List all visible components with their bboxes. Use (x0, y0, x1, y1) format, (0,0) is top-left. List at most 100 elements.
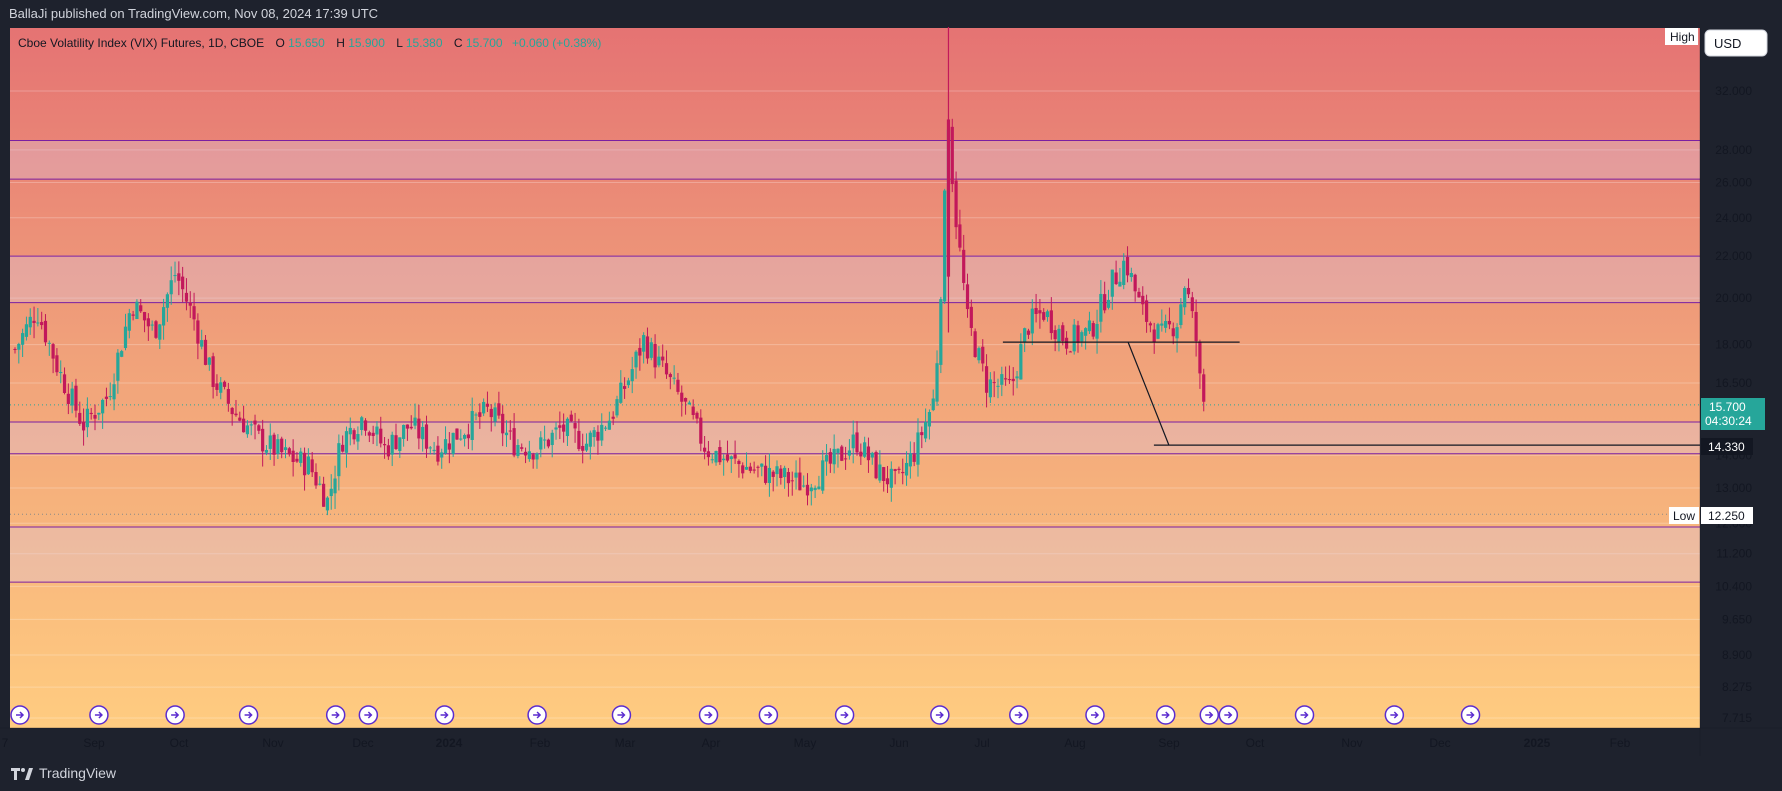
tradingview-logo-icon (11, 767, 33, 780)
candle-body (390, 434, 394, 455)
candle-body (603, 427, 608, 429)
candle-body (325, 497, 330, 511)
candle-body (440, 452, 444, 458)
candle-body (870, 452, 874, 458)
drawings[interactable] (1002, 341, 1700, 446)
candle-body (1000, 374, 1004, 385)
currency-button[interactable]: USD (1714, 36, 1741, 51)
candle-body (386, 445, 390, 457)
candle-body (653, 344, 657, 368)
event-arrow-icon (1014, 711, 1023, 719)
candle-body (737, 460, 741, 465)
time-axis-label: Dec (1429, 736, 1450, 750)
candle-body (360, 417, 364, 430)
time-axis-label: Aug (1064, 736, 1085, 750)
candle-body (177, 273, 181, 281)
candle-body (59, 371, 63, 374)
candle-body (211, 356, 215, 387)
candle-body (314, 472, 318, 486)
time-axis-label: Feb (530, 736, 551, 750)
last-price-badge-bg (1701, 398, 1765, 430)
candle-body (775, 466, 779, 475)
candle-body (516, 444, 520, 457)
price-axis-label: 8.275 (1722, 680, 1752, 694)
candle-body (24, 324, 29, 337)
candle-body (630, 369, 634, 382)
candle-body (428, 447, 432, 449)
candle-body (569, 414, 573, 422)
candle-body (371, 432, 375, 437)
candle-body (154, 321, 158, 338)
price-axis-label: 9.650 (1722, 612, 1752, 626)
candle-body (1167, 320, 1172, 325)
candle-body (695, 412, 699, 419)
price-axis-label: 10.400 (1715, 579, 1752, 593)
candle-body (55, 355, 59, 373)
time-axis-label: Nov (1341, 736, 1362, 750)
candle-body (664, 363, 669, 375)
candle-body (139, 305, 143, 312)
event-arrow-icon (1090, 711, 1100, 719)
candle-body (962, 249, 966, 283)
candle-body (123, 326, 128, 349)
candle-body (1106, 299, 1111, 308)
candle-body (108, 396, 112, 398)
candle-body (116, 352, 120, 381)
candle-body (897, 468, 901, 470)
candle-body (824, 455, 829, 462)
candle-body (969, 306, 973, 328)
candle-body (127, 313, 131, 331)
candle-body (89, 412, 93, 415)
candle-body (74, 385, 78, 411)
candle-body (1148, 323, 1152, 326)
event-markers[interactable] (10, 705, 1481, 725)
candle-body (992, 382, 996, 384)
candle-body (501, 413, 505, 434)
candle-body (744, 466, 749, 470)
candle-body (805, 484, 810, 496)
candle-body (142, 312, 147, 321)
candle-body (413, 417, 417, 426)
projection-line[interactable] (1127, 341, 1170, 446)
candle-body (222, 381, 227, 387)
candle-body (691, 406, 695, 415)
candle-body (931, 398, 935, 411)
candle-body (1125, 256, 1130, 276)
candle-body (984, 366, 989, 393)
candle-body (592, 430, 596, 438)
candle-body (21, 333, 25, 345)
candle-body (1061, 325, 1065, 341)
event-arrow-icon (840, 711, 849, 719)
candle-body (497, 403, 501, 416)
candle-body (101, 399, 105, 414)
candle-body (81, 421, 86, 431)
candle-body (1156, 324, 1160, 339)
currency-button-bg[interactable] (1704, 29, 1768, 57)
candle-body (828, 452, 832, 464)
candle-body (1087, 320, 1092, 332)
candle-body (203, 339, 208, 365)
candle-body (291, 450, 295, 462)
price-axis-label: 8.900 (1722, 648, 1752, 662)
low-badge: Low (1673, 509, 1695, 523)
candle-body (935, 363, 939, 402)
candle-body (230, 407, 234, 415)
low-value-badge: 12.250 (1708, 509, 1745, 523)
time-axis-label: Mar (615, 736, 636, 750)
candle-body (878, 464, 882, 481)
time-axis-label: Jun (889, 736, 908, 750)
candle-body (1007, 379, 1012, 381)
candle-body (466, 434, 470, 439)
candle-body (318, 483, 322, 485)
footer-brand[interactable]: TradingView (0, 756, 1782, 791)
candle-body (866, 446, 871, 461)
time-axis[interactable]: 7 Sep Oct Nov Dec 2024 Feb Mar Apr May Jun Jul Aug Se… (0, 727, 1782, 756)
candle-body (885, 478, 890, 485)
candle-body (725, 454, 730, 461)
candle-body (733, 454, 737, 459)
candle-body (729, 456, 733, 460)
candle-body (1190, 297, 1194, 312)
candle-body (988, 379, 992, 398)
time-axis-label: 2025 (1524, 736, 1551, 750)
